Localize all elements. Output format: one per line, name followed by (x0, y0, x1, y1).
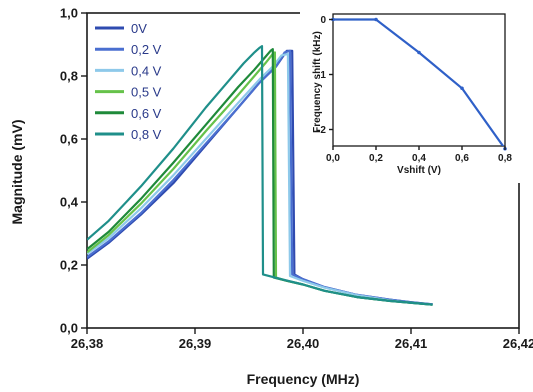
inset-x-tick-label: 0,6 (455, 153, 469, 164)
main-y-axis-title: Magnitude (mV) (9, 120, 25, 225)
main-x-ticks: 26,38 26,39 26,40 26,41 26,42 (71, 328, 533, 351)
main-series-line-2 (87, 52, 433, 306)
main-x-tick-label: 26,41 (395, 336, 428, 351)
inset-x-axis-title: Vshift (V) (397, 165, 441, 176)
legend-label-1: 0,2 V (131, 42, 162, 57)
inset-chart: 0,0 0,2 0,4 0,6 0,8 0 -1 -2 Vshift (V) Frequen… (300, 5, 530, 183)
main-x-axis-title: Frequency (MHz) (247, 371, 360, 387)
inset-x-ticks: 0,0 0,2 0,4 0,6 0,8 (326, 146, 512, 164)
main-y-tick-label: 0,0 (60, 321, 78, 336)
legend-label-5: 0,8 V (131, 127, 162, 142)
legend-label-0: 0V (131, 21, 147, 36)
main-y-tick-label: 0,4 (60, 195, 79, 210)
main-y-tick-label: 0,2 (60, 258, 78, 273)
legend-label-3: 0,5 V (131, 85, 162, 100)
main-y-tick-label: 1,0 (60, 6, 78, 21)
inset-x-tick-label: 0,2 (369, 153, 383, 164)
legend: 0V 0,2 V 0,4 V 0,5 V 0,6 V 0,8 V (95, 21, 162, 142)
legend-label-4: 0,6 V (131, 106, 162, 121)
inset-data-point (417, 50, 421, 55)
main-x-tick-label: 26,40 (287, 336, 320, 351)
main-x-tick-label: 26,39 (179, 336, 212, 351)
inset-y-ticks: 0 -1 -2 (317, 15, 333, 136)
inset-y-tick-label: -1 (317, 70, 326, 81)
main-series-line-5 (87, 44, 433, 306)
inset-y-tick-label: 0 (320, 15, 326, 26)
inset-data-point (374, 17, 378, 22)
inset-y-axis-title: Frequency shift (kHz) (312, 31, 323, 133)
main-chart: 26,38 26,39 26,40 26,41 26,42 0,00,20,40,60,… (9, 6, 533, 387)
inset-data-point (460, 86, 464, 91)
legend-label-2: 0,4 V (131, 63, 162, 78)
inset-x-tick-label: 0,0 (326, 153, 340, 164)
main-x-tick-label: 26,42 (503, 336, 533, 351)
main-y-tick-label: 0,8 (60, 69, 78, 84)
main-y-tick-label: 0,6 (60, 132, 78, 147)
main-x-tick-label: 26,38 (71, 336, 104, 351)
main-y-ticks: 0,0 0,2 0,4 0,6 0,8 1,0 (60, 6, 87, 336)
main-series-group (87, 44, 433, 306)
inset-y-tick-label: -2 (317, 125, 326, 136)
inset-x-tick-label: 0,8 (498, 153, 512, 164)
inset-background (300, 5, 530, 183)
inset-x-tick-label: 0,4 (412, 153, 426, 164)
